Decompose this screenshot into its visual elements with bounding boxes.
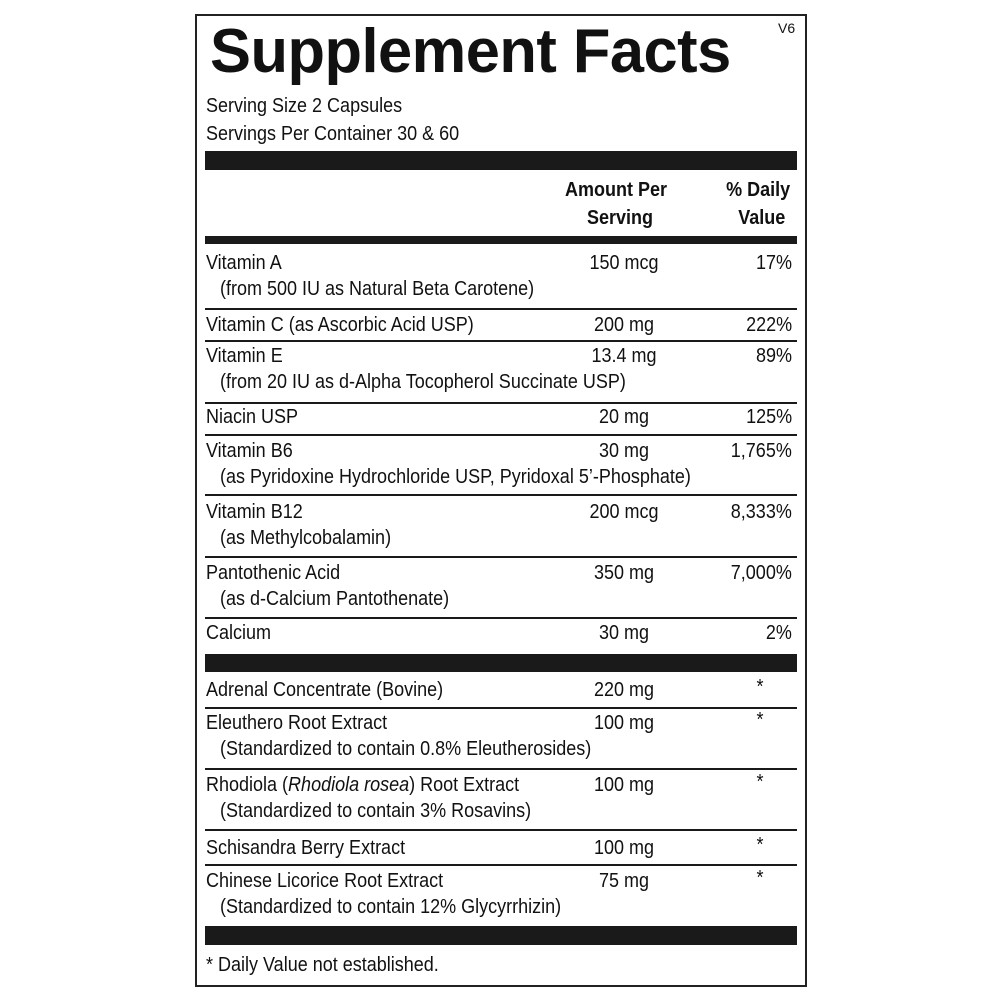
name-part: Rhodiola ( xyxy=(206,774,289,796)
amount: 30 mg xyxy=(598,622,650,644)
name-part: Chinese Licorice Root Extract xyxy=(206,870,444,892)
row-rule xyxy=(205,617,797,619)
name-part: Pantothenic Acid xyxy=(206,562,341,584)
divider-bar xyxy=(205,236,797,244)
nutrient-detail: (as Pyridoxine Hydrochloride USP, Pyrido… xyxy=(220,466,691,488)
servings-per-container: Servings Per Container 30 & 60 xyxy=(206,123,460,145)
column-header: % Daily xyxy=(725,179,790,201)
daily-value: 17% xyxy=(755,252,792,274)
amount: 220 mg xyxy=(593,679,655,701)
row-rule xyxy=(205,707,797,709)
daily-value: 2% xyxy=(765,622,792,644)
daily-value: * xyxy=(756,834,764,856)
nutrient-name: Vitamin C (as Ascorbic Acid USP) xyxy=(206,313,474,337)
name-part: ) Root Extract xyxy=(409,774,520,796)
row-rule xyxy=(205,556,797,558)
row-rule xyxy=(205,829,797,831)
row-rule xyxy=(205,864,797,866)
amount: 200 mg xyxy=(593,314,655,336)
name-part: Vitamin A xyxy=(206,252,282,274)
name-part: Vitamin B6 xyxy=(206,440,293,462)
amount: 30 mg xyxy=(598,440,650,462)
divider-bar xyxy=(205,654,797,672)
daily-value: * xyxy=(756,709,764,731)
facts-panel xyxy=(195,14,807,987)
name-part: Vitamin B12 xyxy=(206,501,303,523)
divider-bar xyxy=(205,926,797,945)
nutrient-detail: (from 500 IU as Natural Beta Carotene) xyxy=(220,278,535,300)
nutrient-name: Eleuthero Root Extract xyxy=(206,711,387,735)
daily-value: 89% xyxy=(755,345,792,367)
nutrient-name: Vitamin E xyxy=(206,344,283,368)
daily-value: 7,000% xyxy=(730,562,792,584)
nutrient-detail: (Standardized to contain 0.8% Eleutheros… xyxy=(220,738,592,760)
nutrient-detail: (Standardized to contain 3% Rosavins) xyxy=(220,800,532,822)
daily-value: 222% xyxy=(745,314,792,336)
column-header: Value xyxy=(737,207,785,229)
nutrient-detail: (as Methylcobalamin) xyxy=(220,527,392,549)
amount: 100 mg xyxy=(593,774,655,796)
name-part: Calcium xyxy=(206,622,272,644)
nutrient-name: Calcium xyxy=(206,621,271,645)
amount: 20 mg xyxy=(598,406,650,428)
amount: 200 mcg xyxy=(589,501,659,523)
row-rule xyxy=(205,434,797,436)
row-rule xyxy=(205,494,797,496)
name-part: Niacin USP xyxy=(206,406,299,428)
daily-value: * xyxy=(756,676,764,698)
name-part: Schisandra Berry Extract xyxy=(206,837,406,859)
name-part: Eleuthero Root Extract xyxy=(206,712,388,734)
nutrient-name: Vitamin B6 xyxy=(206,439,293,463)
amount: 75 mg xyxy=(598,870,650,892)
name-part: Vitamin E xyxy=(206,345,283,367)
version: V6 xyxy=(778,20,796,36)
column-header: Serving xyxy=(586,207,654,229)
daily-value: * xyxy=(756,867,764,889)
nutrient-detail: (from 20 IU as d-Alpha Tocopherol Succin… xyxy=(220,371,626,393)
footnote: * Daily Value not established. xyxy=(206,954,439,976)
daily-value: 125% xyxy=(745,406,792,428)
row-rule xyxy=(205,340,797,342)
nutrient-name: Adrenal Concentrate (Bovine) xyxy=(206,678,443,702)
name-part: Vitamin C (as Ascorbic Acid USP) xyxy=(206,314,474,336)
column-header: Amount Per xyxy=(564,179,668,201)
row-rule xyxy=(205,308,797,310)
row-rule xyxy=(205,768,797,770)
daily-value: 1,765% xyxy=(730,440,792,462)
nutrient-name: Vitamin A xyxy=(206,251,282,275)
amount: 350 mg xyxy=(593,562,655,584)
title: Supplement Facts xyxy=(210,17,731,86)
nutrient-name: Schisandra Berry Extract xyxy=(206,836,405,860)
amount: 100 mg xyxy=(593,837,655,859)
amount: 100 mg xyxy=(593,712,655,734)
nutrient-name: Chinese Licorice Root Extract xyxy=(206,869,443,893)
nutrient-name: Rhodiola (Rhodiola rosea) Root Extract xyxy=(206,773,519,797)
divider-bar xyxy=(205,151,797,170)
amount: 13.4 mg xyxy=(591,345,657,367)
serving-size: Serving Size 2 Capsules xyxy=(206,95,403,117)
row-rule xyxy=(205,402,797,404)
name-part: Adrenal Concentrate (Bovine) xyxy=(206,679,444,701)
nutrient-detail: (Standardized to contain 12% Glycyrrhizi… xyxy=(220,896,562,918)
nutrient-name: Vitamin B12 xyxy=(206,500,303,524)
nutrient-name: Niacin USP xyxy=(206,405,298,429)
amount: 150 mcg xyxy=(589,252,659,274)
name-part: Rhodiola rosea xyxy=(288,774,410,796)
daily-value: 8,333% xyxy=(730,501,792,523)
nutrient-detail: (as d-Calcium Pantothenate) xyxy=(220,588,450,610)
nutrient-name: Pantothenic Acid xyxy=(206,561,340,585)
daily-value: * xyxy=(756,771,764,793)
